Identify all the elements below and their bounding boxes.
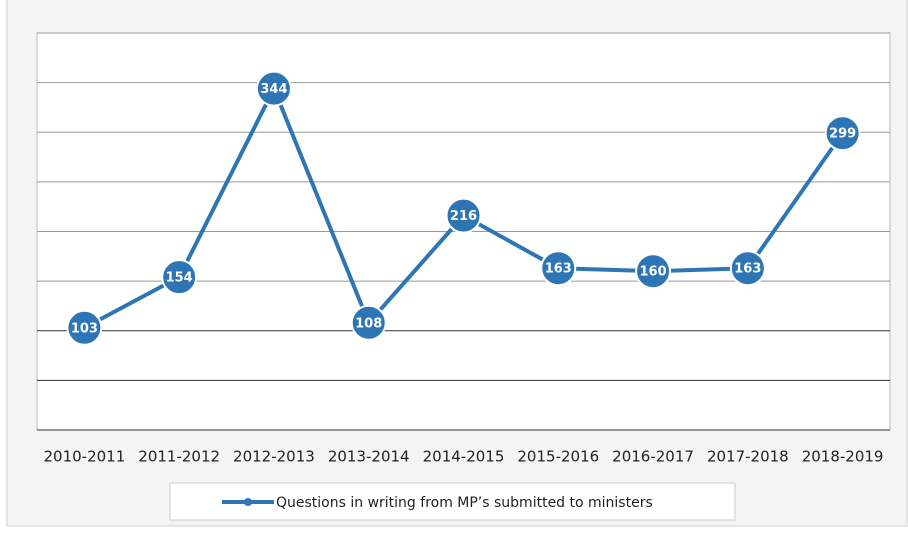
legend-label: Questions in writing from MP’s submitted… bbox=[276, 495, 653, 511]
point-marker bbox=[824, 115, 861, 152]
point-marker bbox=[66, 309, 103, 346]
x-tick-label: 2018-2019 bbox=[802, 448, 884, 466]
x-tick-label: 2014-2015 bbox=[423, 448, 505, 466]
data-label: 344 bbox=[260, 82, 287, 97]
point-marker bbox=[161, 259, 198, 296]
point-marker bbox=[255, 70, 292, 107]
data-label: 163 bbox=[734, 262, 761, 277]
x-tick-label: 2017-2018 bbox=[707, 448, 789, 466]
data-label: 299 bbox=[829, 127, 856, 142]
point-marker bbox=[729, 250, 766, 287]
x-tick-label: 2013-2014 bbox=[328, 448, 410, 466]
x-tick-label: 2011-2012 bbox=[138, 448, 220, 466]
data-label: 160 bbox=[639, 265, 666, 280]
x-tick-label: 2012-2013 bbox=[233, 448, 315, 466]
x-tick-label: 2015-2016 bbox=[517, 448, 599, 466]
legend-marker bbox=[244, 498, 252, 506]
point-marker bbox=[540, 250, 577, 287]
data-label: 108 bbox=[355, 316, 382, 331]
point-marker bbox=[350, 304, 387, 341]
data-label: 216 bbox=[450, 209, 477, 224]
data-label: 154 bbox=[166, 271, 193, 286]
point-marker bbox=[635, 253, 672, 290]
x-tick-label: 2010-2011 bbox=[44, 448, 126, 466]
point-marker bbox=[445, 197, 482, 234]
data-label: 103 bbox=[71, 321, 98, 336]
x-tick-label: 2016-2017 bbox=[612, 448, 694, 466]
data-label: 163 bbox=[545, 262, 572, 277]
